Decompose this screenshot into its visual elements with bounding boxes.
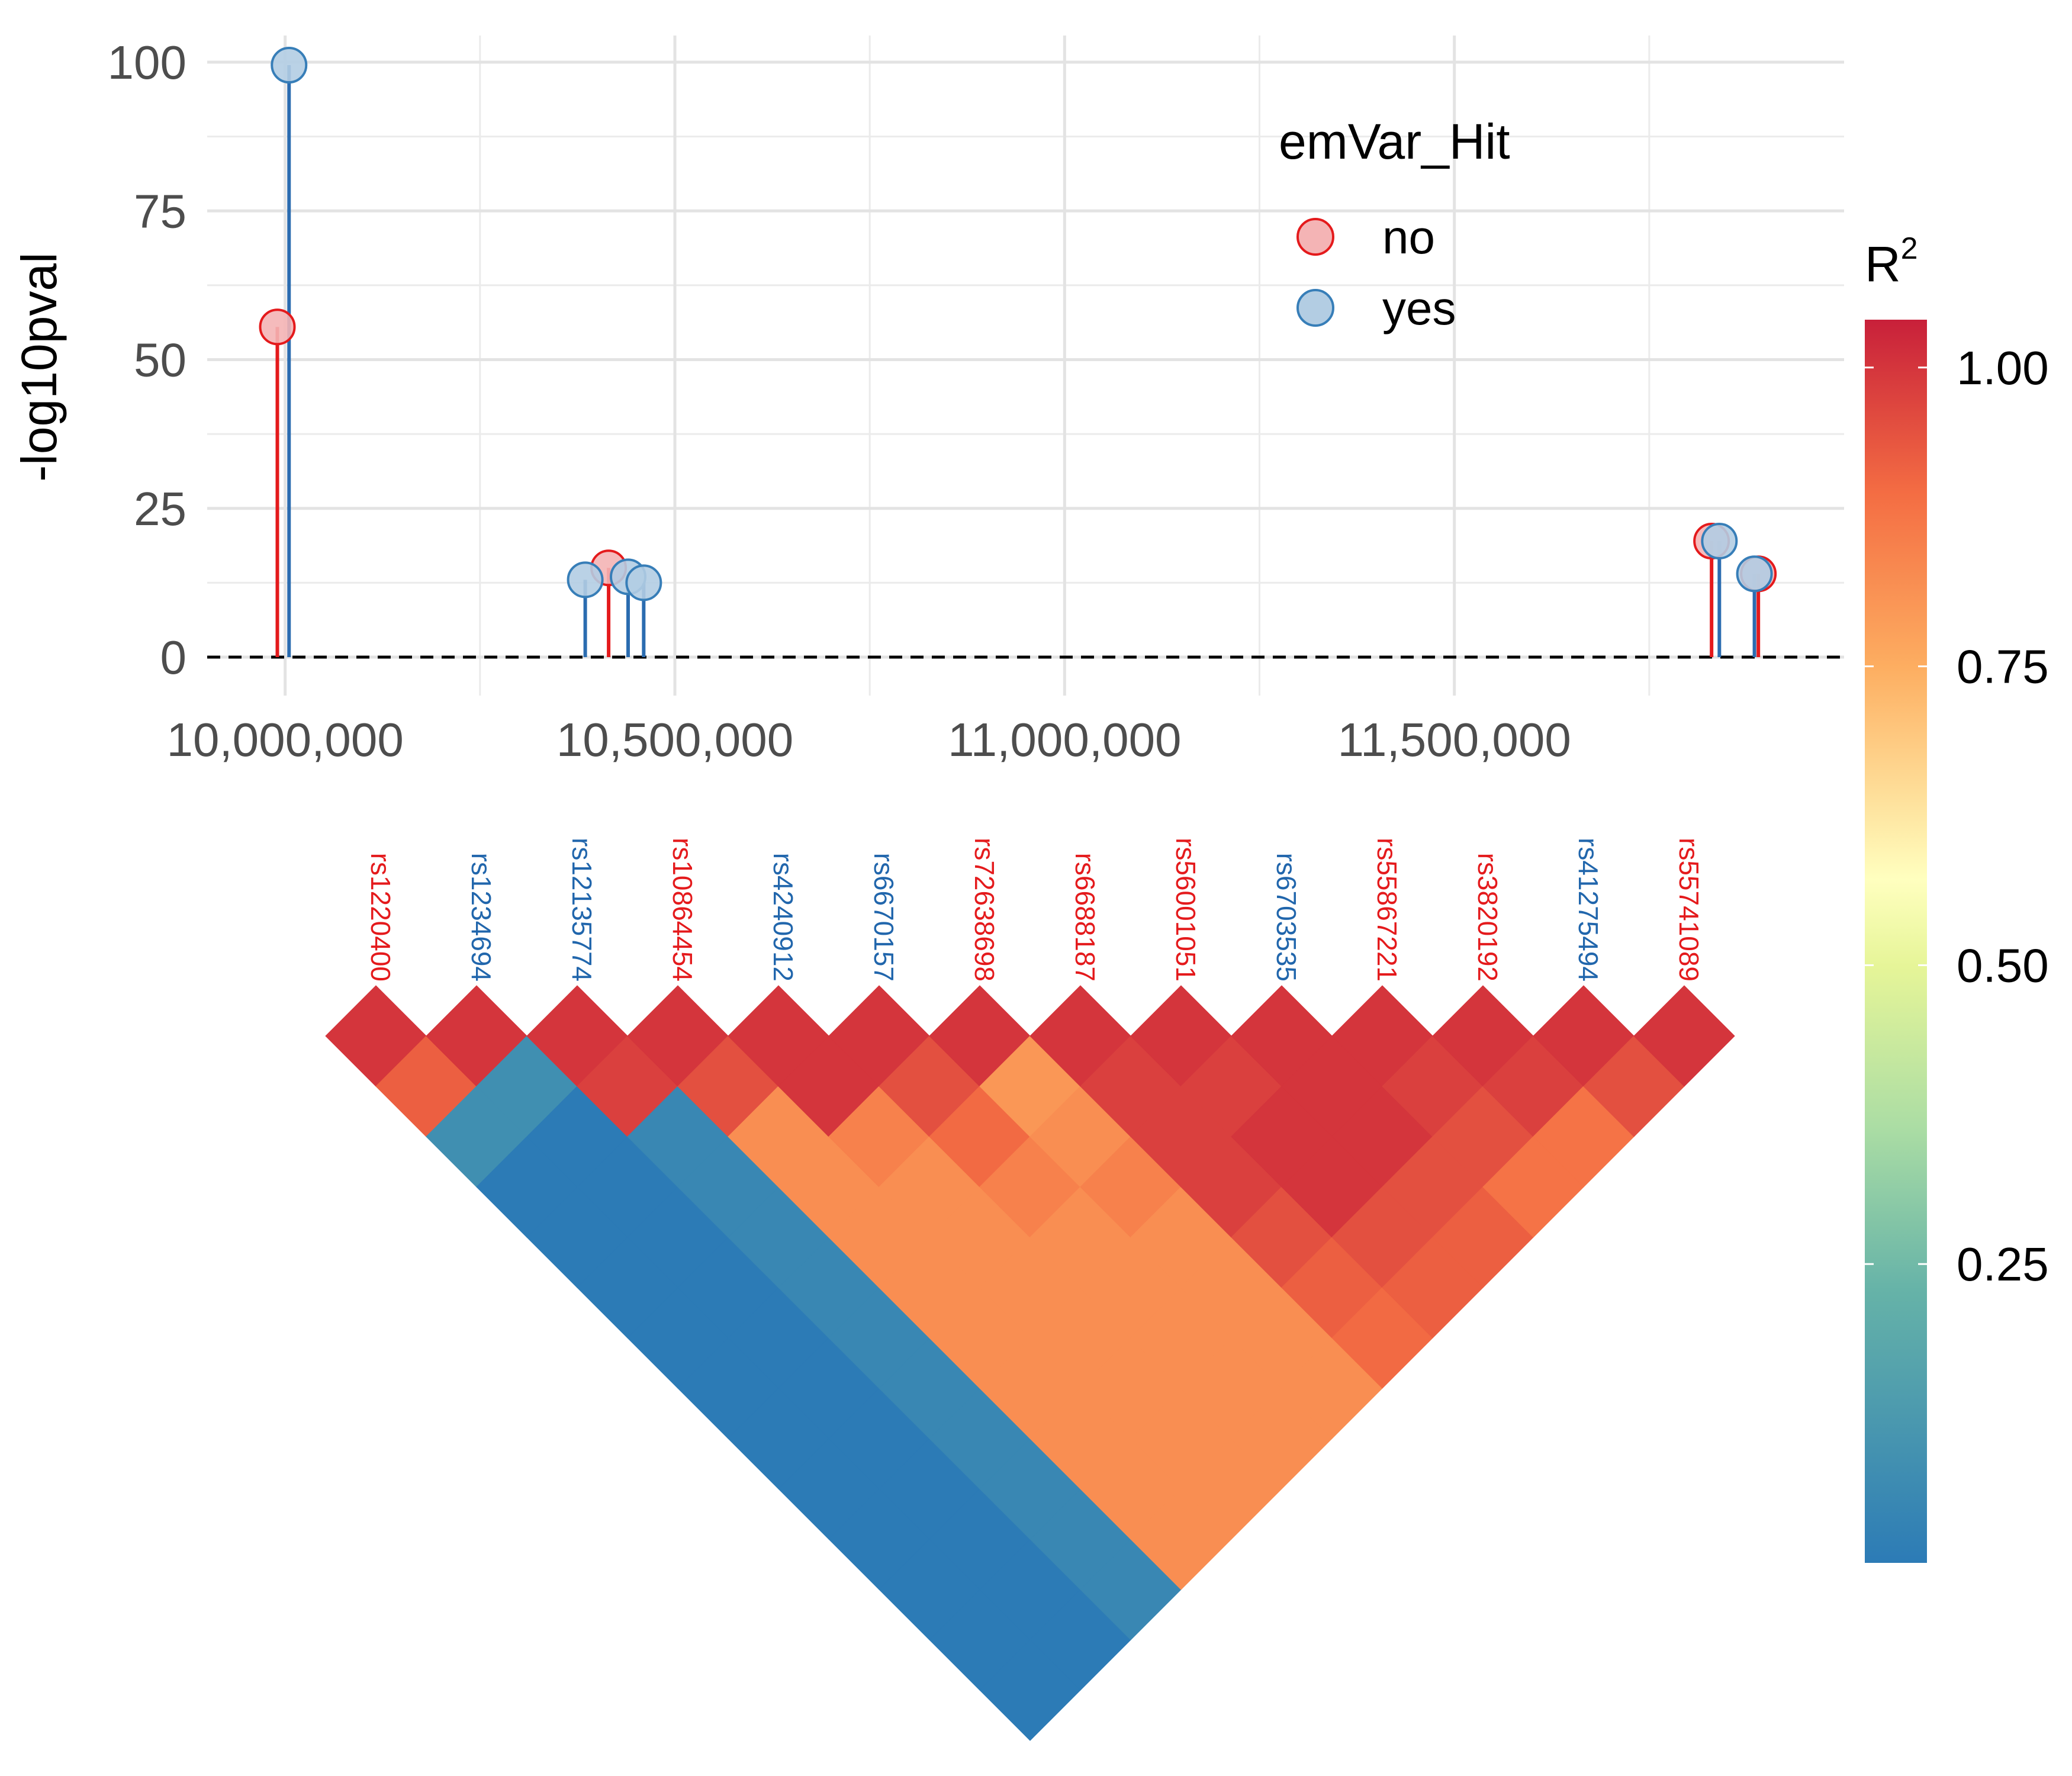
snp-label: rs55867221 (1372, 838, 1402, 982)
snp-label: rs6688187 (1070, 853, 1101, 982)
colorbar-tick-label: 1.00 (1957, 342, 2049, 394)
snp-label: rs6703535 (1271, 853, 1302, 982)
snp-labels: rs1220400 rs1234694 rs12135774 rs10864454 rs… (365, 838, 1704, 982)
point-no (259, 308, 296, 346)
y-tick-label: 25 (134, 482, 186, 535)
legend-label-yes: yes (1382, 282, 1456, 334)
x-tick-label: 11,500,000 (1337, 713, 1571, 766)
snp-label: rs4240912 (768, 853, 799, 982)
grid-lines (207, 36, 1844, 696)
y-tick-label: 75 (134, 185, 186, 237)
snp-label: rs10864454 (667, 838, 698, 982)
colorbar-tick-label: 0.75 (1957, 641, 2049, 693)
y-axis-label: -log10pval (11, 252, 67, 482)
snp-label: rs1234694 (466, 853, 497, 982)
lollipop-points (259, 47, 1777, 601)
snp-label: rs72638698 (969, 838, 1000, 982)
legend-key-no (1296, 218, 1334, 256)
ld-cells (325, 985, 1735, 1741)
snp-label: rs1220400 (365, 853, 396, 982)
legend-entries: no yes (1296, 211, 1456, 334)
lollipop-stems (275, 65, 1761, 657)
x-tick-label: 10,000,000 (166, 713, 403, 766)
snp-label: rs3820192 (1472, 853, 1503, 982)
y-tick-label: 100 (108, 36, 186, 89)
point-yes (567, 561, 604, 599)
colorbar-tick-label: 0.25 (1957, 1238, 2049, 1291)
point-yes (271, 47, 308, 84)
point-yes (1736, 555, 1773, 593)
x-tick-label: 10,500,000 (556, 713, 793, 766)
point-yes (1701, 523, 1738, 560)
y-tick-label: 0 (160, 631, 187, 684)
point-yes (625, 564, 662, 601)
legend-title: emVar_Hit (1279, 114, 1510, 169)
colorbar-tick-label: 0.50 (1957, 939, 2049, 992)
snp-label: rs56001051 (1170, 838, 1201, 982)
colorbar-title-superscript: 2 (1901, 231, 1918, 266)
colorbar-legend: R2 0.25 0.50 0.75 1.00 (1865, 231, 2049, 1563)
colorbar-title: R2 (1865, 231, 1918, 292)
y-tick-label: 50 (134, 334, 186, 387)
ld-heatmap: rs1220400 rs1234694 rs12135774 rs10864454 rs… (325, 838, 1735, 1741)
colorbar-ticks: 0.25 0.50 0.75 1.00 (1865, 342, 2049, 1291)
snp-label: rs12135774 (567, 838, 597, 982)
snp-label: rs41275494 (1573, 838, 1604, 982)
snp-label: rs6670157 (868, 853, 899, 982)
x-axis-ticks: 10,000,000 10,500,000 11,000,000 11,500,000 (166, 713, 1571, 766)
x-tick-label: 11,000,000 (948, 713, 1181, 766)
ld-cell (1633, 985, 1735, 1087)
legend: emVar_Hit no yes (1279, 114, 1510, 334)
y-axis-ticks: 0 25 50 75 100 (108, 36, 186, 684)
snp-label: rs55741089 (1674, 838, 1704, 982)
colorbar-gradient (1865, 320, 1927, 1563)
lollipop-plot: 0 25 50 75 100 10,000,000 10,500,000 11,000,00… (11, 36, 1844, 766)
legend-label-no: no (1382, 211, 1435, 263)
legend-key-yes (1296, 289, 1334, 327)
